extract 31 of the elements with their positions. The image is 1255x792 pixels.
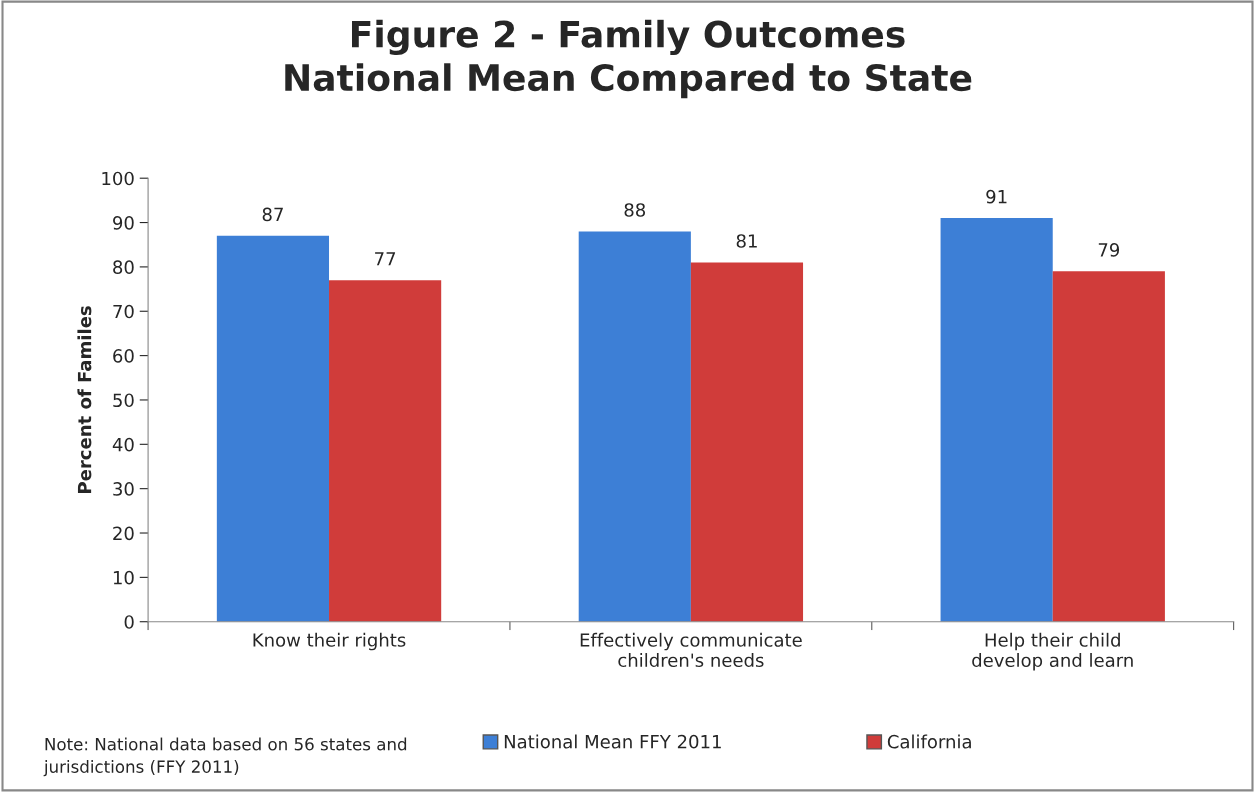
data-label: 87	[262, 207, 283, 222]
data-label: 91	[986, 189, 1007, 204]
x-tick-label: Help their child develop and learn	[972, 632, 1133, 671]
y-tick-label: 80	[113, 260, 134, 275]
y-tick-label: 50	[113, 393, 134, 408]
y-tick-label: 0	[124, 615, 134, 629]
x-tick-label: Know their rights	[253, 632, 406, 651]
y-tick-label: 90	[113, 216, 134, 230]
x-tick-label: Effectively communicate children's needs	[580, 632, 802, 668]
bar	[329, 280, 442, 622]
bar	[940, 218, 1053, 622]
legend-label: California	[887, 734, 971, 749]
y-tick-label: 10	[113, 570, 134, 585]
y-tick-label: 70	[113, 304, 134, 319]
data-label: 77	[375, 252, 396, 266]
bar	[690, 262, 804, 622]
legend-label: National Mean FFY 2011	[504, 734, 721, 749]
bar	[216, 235, 330, 622]
y-tick-label: 40	[112, 437, 134, 452]
bar	[1052, 271, 1165, 622]
chart-title: Figure 2 - Family Outcomes National Mean Compared to State	[285, 19, 972, 99]
bar	[578, 231, 691, 622]
data-label: 88	[624, 203, 646, 217]
data-label: 79	[1098, 243, 1120, 257]
y-tick-label: 100	[102, 171, 134, 186]
y-tick-label: 20	[113, 526, 134, 541]
text: Note: National data based on 56 states and jurisdictions (FFY 2011)	[43, 737, 407, 777]
y-tick-label: 60	[113, 349, 134, 363]
data-label: 81	[736, 234, 757, 248]
y-tick-label: 30	[113, 482, 134, 496]
y-axis-title: Percent of Familes	[77, 306, 92, 493]
